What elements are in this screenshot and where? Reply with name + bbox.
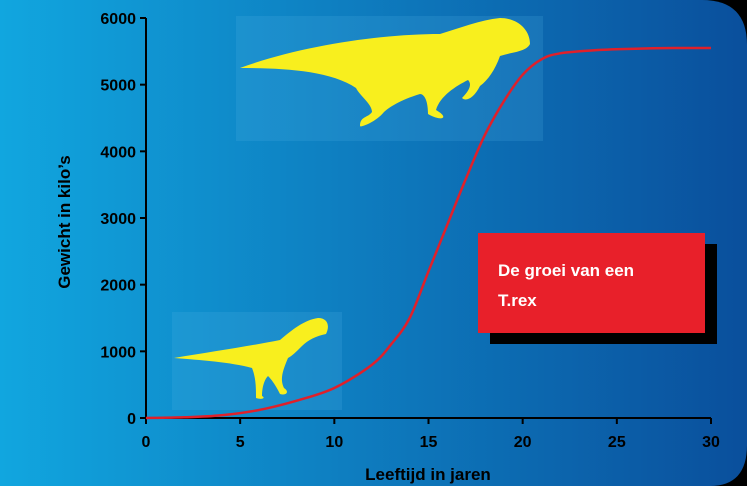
x-tick-label-15: 15 bbox=[420, 434, 438, 451]
x-tick-label-25: 25 bbox=[608, 434, 626, 451]
y-tick-label-5000: 5000 bbox=[100, 78, 136, 95]
callout-line-1: De groei van een bbox=[498, 261, 634, 280]
callout-background bbox=[478, 233, 705, 333]
x-tick-label-20: 20 bbox=[514, 434, 532, 451]
y-tick-label-0: 0 bbox=[127, 411, 136, 428]
y-tick-label-4000: 4000 bbox=[100, 144, 136, 161]
series-line-trex-growth bbox=[145, 46, 712, 420]
y-tick-label-6000: 6000 bbox=[100, 11, 136, 28]
juvenile-trex-picture bbox=[172, 312, 342, 410]
callout-box: De groei van een T.rex bbox=[478, 233, 717, 344]
ticks: 0 5 10 15 20 25 30 0 1000 2000 3000 4000 5000 6000 bbox=[100, 11, 720, 451]
y-axis-title: Gewicht in kilo’s bbox=[55, 155, 74, 289]
y-tick-label-2000: 2000 bbox=[100, 278, 136, 295]
x-tick-label-5: 5 bbox=[236, 434, 245, 451]
x-tick-label-0: 0 bbox=[142, 434, 151, 451]
juvenile-trex-silhouette-icon bbox=[174, 318, 328, 399]
y-tick-label-3000: 3000 bbox=[100, 211, 136, 228]
x-tick-label-30: 30 bbox=[702, 434, 720, 451]
x-tick-label-10: 10 bbox=[325, 434, 343, 451]
callout-line-2: T.rex bbox=[498, 291, 537, 310]
y-tick-label-1000: 1000 bbox=[100, 344, 136, 361]
adult-trex-picture bbox=[236, 16, 543, 141]
x-axis-title: Leeftijd in jaren bbox=[365, 465, 491, 484]
adult-trex-silhouette-icon bbox=[240, 18, 530, 127]
